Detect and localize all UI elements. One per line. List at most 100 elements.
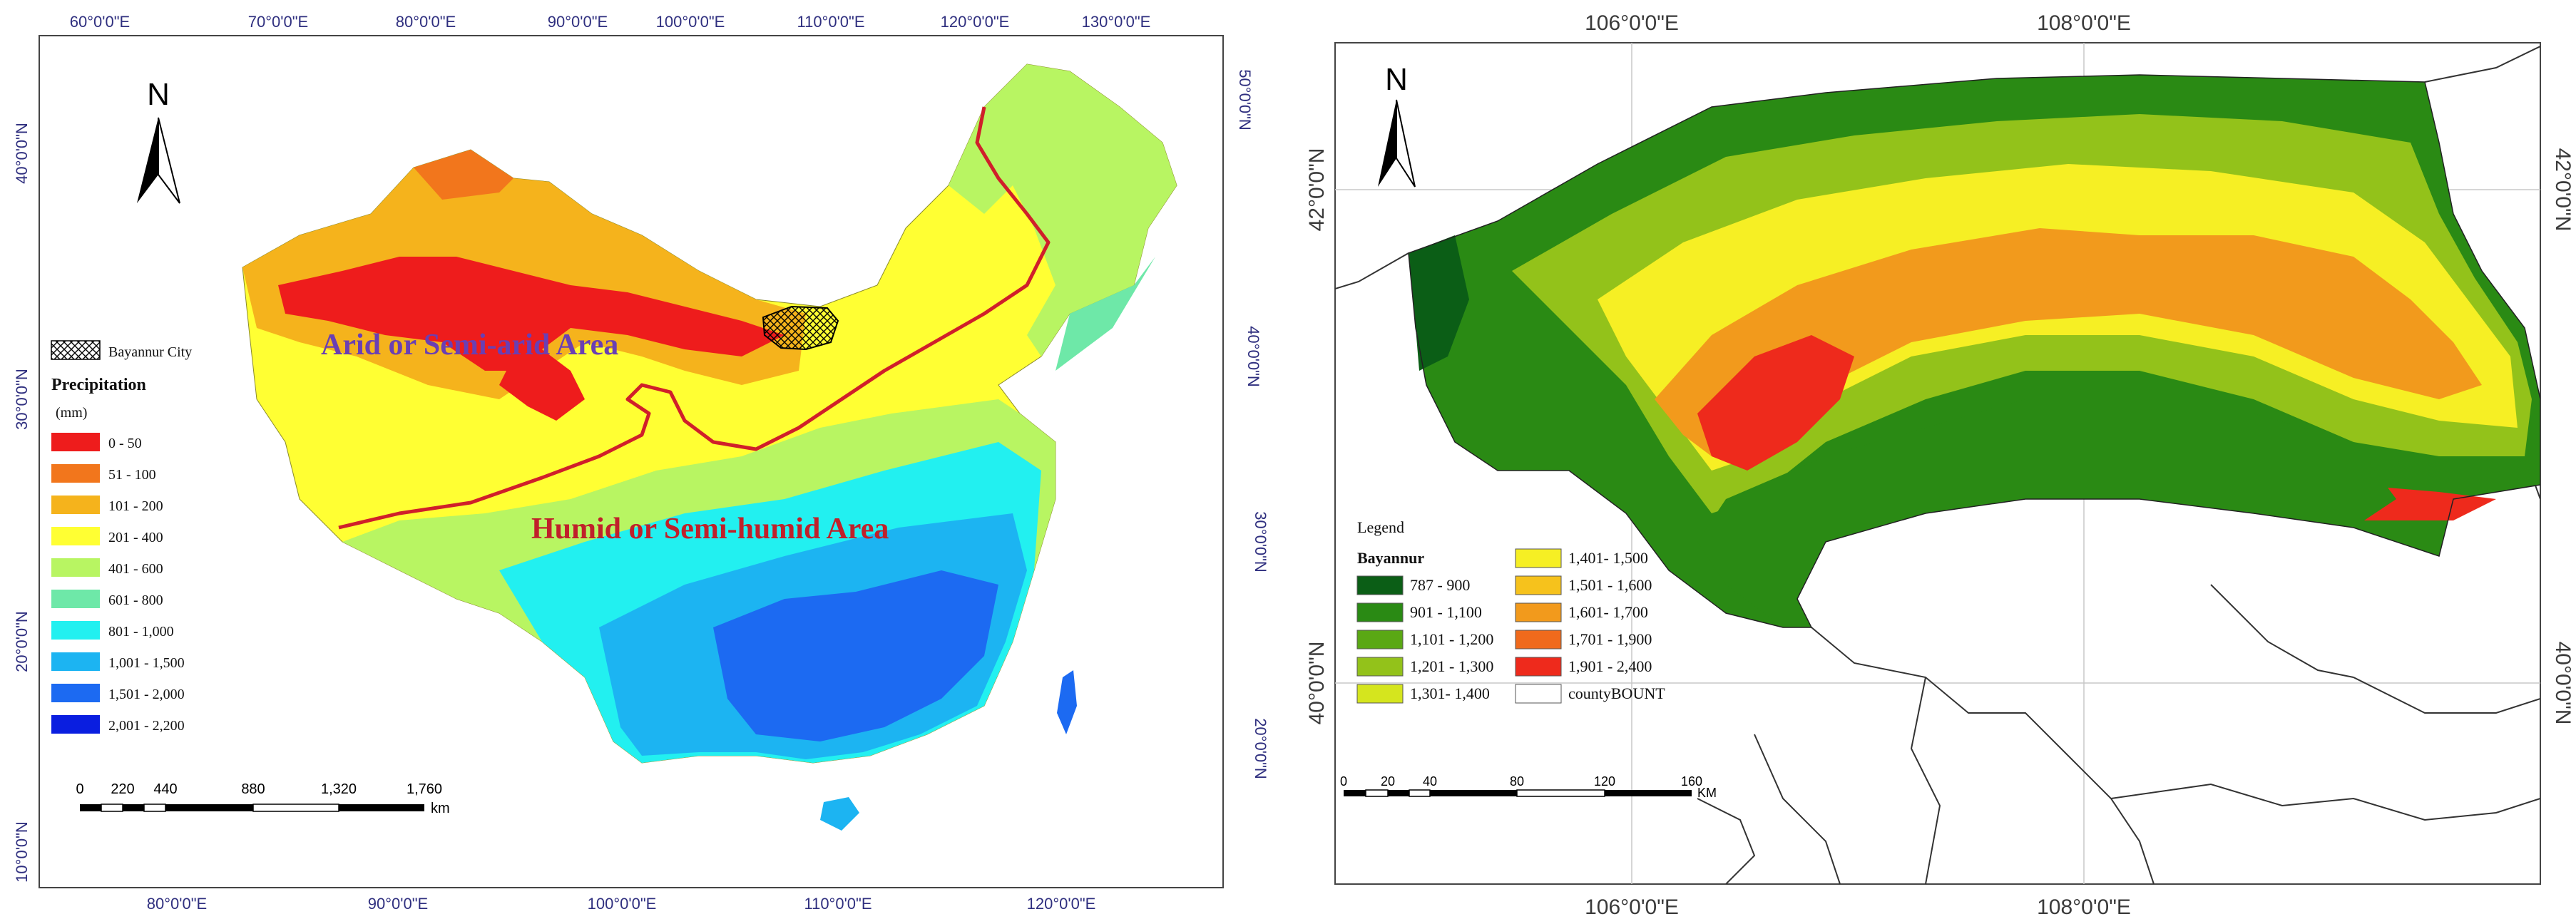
- left-bottom-coord: 120°0'0"E: [1027, 895, 1096, 913]
- scale-tick-label: 220: [111, 781, 134, 797]
- arid-humid-boundary: [338, 106, 1051, 530]
- legend-swatch: [51, 621, 100, 640]
- scale-tick-label: 1,320: [321, 781, 357, 797]
- legend-label: 1,401- 1,500: [1568, 549, 1648, 567]
- left-top-coord: 130°0'0"E: [1082, 13, 1151, 31]
- hainan-island: [820, 797, 859, 831]
- left-top-coord: 70°0'0"E: [248, 13, 308, 31]
- legend-swatch: [51, 464, 100, 483]
- humid-region-label: Humid or Semi-humid Area: [531, 513, 889, 545]
- region-deepgreen-west: [1409, 235, 1469, 371]
- legend-title: Legend: [1357, 518, 1404, 536]
- left-side-coord: 30°0'0"N: [13, 369, 31, 430]
- north-arrow-icon: [137, 118, 158, 203]
- right-scale-bar: 0 20 40 80 120 160 KM: [1340, 774, 1717, 800]
- scale-tick-label: 440: [153, 781, 177, 797]
- right-right-coord: 40°0'0"N: [2551, 642, 2575, 725]
- scale-tick-label: 880: [241, 781, 265, 797]
- legend-label: 1,701 - 1,900: [1568, 630, 1652, 648]
- legend-label: 1,601- 1,700: [1568, 603, 1648, 621]
- right-left-coord: 42°0'0"N: [1305, 148, 1329, 232]
- left-rightside-coord: 30°0'0"N: [1252, 511, 1269, 573]
- left-side-coord: 40°0'0"N: [13, 123, 31, 184]
- left-side-coord: 10°0'0"N: [13, 821, 31, 883]
- legend-title: Precipitation: [51, 376, 146, 394]
- left-map-panel: 60°0'0"E 70°0'0"E 80°0'0"E 90°0'0"E 100°…: [13, 13, 1269, 913]
- legend-label: 787 - 900: [1410, 576, 1470, 594]
- city-legend-label: Bayannur City: [108, 344, 192, 360]
- legend-swatch: [1356, 602, 1404, 622]
- legend-swatch: [1356, 575, 1404, 595]
- left-rightside-coord: 40°0'0"N: [1244, 326, 1262, 387]
- bayannur-outline: [1408, 74, 2540, 628]
- legend-label: countyBOUNT: [1568, 684, 1665, 702]
- arid-region-label: Arid or Semi-arid Area: [321, 329, 618, 361]
- scale-tick-label: 120: [1594, 774, 1615, 789]
- region-red-peak: [1697, 335, 1854, 471]
- legend-swatch: [1515, 602, 1562, 622]
- right-map-panel: 106°0'0"E 108°0'0"E 106°0'0"E 108°0'0"E …: [1305, 11, 2575, 919]
- scale-tick-label: 80: [1510, 774, 1524, 789]
- legend-unit: (mm): [56, 405, 87, 421]
- scale-tick-label: 20: [1381, 774, 1395, 789]
- bayannur-city-area: [762, 305, 839, 351]
- scale-tick-label: 40: [1423, 774, 1437, 789]
- legend-label: 2,001 - 2,200: [108, 718, 185, 734]
- precipitation-legend: Bayannur City Precipitation (mm) 0 - 50 5…: [51, 340, 192, 734]
- north-orange-strip: [414, 150, 513, 200]
- legend-label: 51 - 100: [108, 467, 156, 483]
- bayannur-elevation-map: [1335, 46, 2540, 884]
- north-arrow-icon: [1378, 100, 1396, 187]
- legend-swatch: [1515, 548, 1562, 568]
- left-rightside-coord: 50°0'0"N: [1236, 69, 1254, 130]
- left-bottom-coord: 100°0'0"E: [588, 895, 657, 913]
- legend-swatch: [1515, 575, 1562, 595]
- north-label: N: [1385, 62, 1408, 97]
- right-left-coord: 40°0'0"N: [1305, 642, 1329, 725]
- legend-label: 1,001 - 1,500: [108, 655, 185, 671]
- legend-swatch: [51, 558, 100, 577]
- right-right-coord: 42°0'0"N: [2551, 148, 2575, 232]
- legend-swatch: [1356, 630, 1404, 650]
- right-north-arrow: N: [1378, 62, 1416, 188]
- legend-label: 801 - 1,000: [108, 624, 174, 640]
- left-top-coord: 60°0'0"E: [70, 13, 130, 31]
- left-bottom-coord: 110°0'0"E: [804, 895, 872, 913]
- legend-label: 1,301- 1,400: [1410, 684, 1490, 702]
- region-southern-plain: [1697, 399, 2396, 627]
- legend-swatch: [1515, 630, 1562, 650]
- legend-label: 1,501 - 1,600: [1568, 576, 1652, 594]
- county-boundaries: [1335, 46, 2540, 884]
- legend-swatch: [51, 496, 100, 514]
- legend-swatch: [51, 684, 100, 702]
- legend-swatch: [1356, 657, 1404, 677]
- tarim-red-zone: [499, 349, 585, 421]
- left-top-coord: 100°0'0"E: [656, 13, 725, 31]
- scale-tick-label: 0: [1340, 774, 1347, 789]
- left-bottom-coord: 80°0'0"E: [147, 895, 207, 913]
- city-legend-swatch: [51, 340, 101, 360]
- legend-label: 1,501 - 2,000: [108, 687, 185, 702]
- legend-label: 101 - 200: [108, 498, 163, 514]
- legend-label: 601 - 800: [108, 592, 163, 608]
- elevation-legend: Legend Bayannur 787 - 900 901 - 1,100 1,10…: [1356, 518, 1665, 704]
- northwest-red-zone: [278, 257, 784, 371]
- legend-swatch: [51, 652, 100, 671]
- scale-tick-label: 0: [76, 781, 83, 797]
- left-scale-bar: 0 220 440 880 1,320 1,760 km: [76, 781, 449, 816]
- scale-tick-label: 160: [1681, 774, 1702, 789]
- left-rightside-coord: 20°0'0"N: [1252, 718, 1269, 779]
- legend-swatch: [1515, 684, 1562, 704]
- legend-swatch: [1515, 657, 1562, 677]
- right-bottom-coord: 108°0'0"E: [2037, 895, 2131, 919]
- left-top-coord: 120°0'0"E: [941, 13, 1010, 31]
- legend-label: 1,201 - 1,300: [1410, 657, 1493, 675]
- left-top-coord: 80°0'0"E: [396, 13, 456, 31]
- legend-label: 1,901 - 2,400: [1568, 657, 1652, 675]
- left-bottom-coord: 90°0'0"E: [368, 895, 428, 913]
- left-top-coord: 90°0'0"E: [548, 13, 608, 31]
- legend-label: 1,101 - 1,200: [1410, 630, 1493, 648]
- right-bottom-coord: 106°0'0"E: [1585, 895, 1679, 919]
- scale-unit: KM: [1697, 786, 1717, 800]
